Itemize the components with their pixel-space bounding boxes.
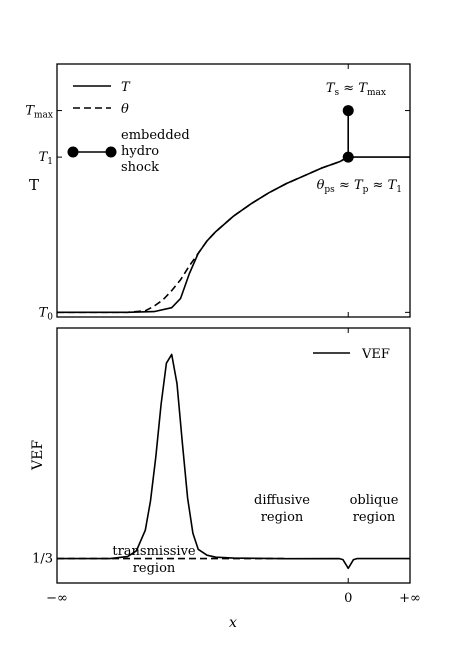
legend-label: shock: [121, 160, 159, 175]
y-tick-label: Tmax: [25, 104, 53, 121]
shock-post-annotation: θps ≈ Tp ≈ T1: [317, 178, 402, 195]
legend-dot: [105, 146, 117, 158]
series-line-1: [57, 156, 349, 314]
bottom-y-axis-label: VEF: [30, 440, 46, 471]
shock-point: [342, 105, 354, 117]
bottom-plot-frame: [56, 327, 411, 584]
region-label-oblique: oblique: [350, 493, 399, 508]
top-plot-frame: [56, 63, 411, 318]
y-tick-label: T1: [39, 150, 53, 167]
y-tick-label: T0: [39, 305, 54, 322]
x-tick-label: +∞: [399, 591, 421, 606]
region-label-diffusive: region: [261, 510, 304, 525]
legend-label: θ: [121, 102, 129, 117]
shock-max-annotation: Ts ≈ Tmax: [326, 81, 386, 98]
y-tick-label: 1/3: [32, 552, 53, 567]
region-label-transmissive: region: [133, 561, 176, 576]
x-tick-label: −∞: [46, 591, 68, 606]
series-line-0: [57, 156, 349, 314]
region-label-oblique: region: [353, 510, 396, 525]
region-label-transmissive: transmissive: [112, 544, 196, 559]
legend-dot: [67, 146, 79, 158]
series-line-0: [57, 353, 410, 570]
legend-label: T: [121, 80, 131, 95]
legend-label: embedded: [121, 128, 190, 143]
top-y-axis-label: T: [29, 176, 39, 194]
legend-label: VEF: [361, 347, 390, 362]
x-tick-label: 0: [344, 591, 352, 606]
bottom-chart-panel: 1/3 VEF VEF transmissive region diffusive r…: [30, 327, 421, 631]
legend-label: hydro: [121, 144, 159, 159]
x-axis-label: x: [229, 615, 237, 631]
shock-point: [342, 151, 354, 163]
region-label-diffusive: diffusive: [254, 493, 310, 508]
